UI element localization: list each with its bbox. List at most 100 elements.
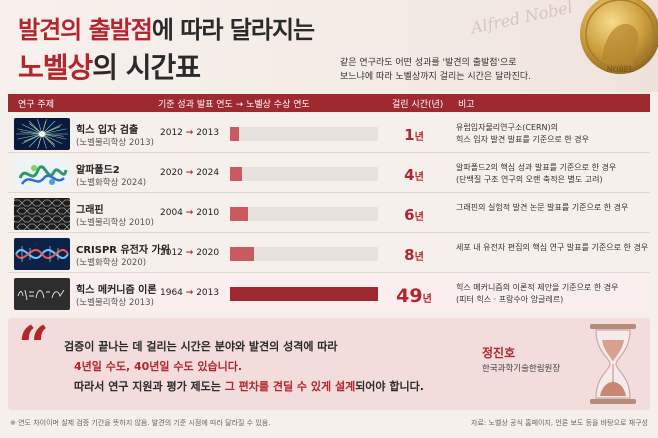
row-note: 세포 내 유전자 편집의 핵심 연구 발표를 기준으로 한 경우 <box>456 242 648 254</box>
arrow-icon: → <box>185 288 194 298</box>
quote-box: “ 검증이 끝나는 데 걸리는 시간은 분야와 발견의 성격에 따라 4년일 수… <box>8 318 650 410</box>
duration-value: 6년 <box>386 205 442 224</box>
topic-name: 힉스 메커니즘 이론 <box>76 285 157 296</box>
topic-prize: (노벨물리학상 2013) <box>76 138 154 148</box>
protein-structure-thumbnail-icon <box>14 158 70 190</box>
title-highlight-2: 노벨상 <box>18 51 93 84</box>
duration-bar <box>230 287 378 301</box>
arrow-icon: → <box>185 128 194 138</box>
quote-highlight-2: 그 편차를 견딜 수 있게 설계 <box>224 380 356 393</box>
topic-prize: (노벨물리학상 2013) <box>76 298 154 308</box>
row-note: 알파폴드2의 핵심 성과 발표를 기준으로 한 경우 (단백질 구조 연구의 오랜… <box>456 162 616 186</box>
table-header: 연구 주제 기준 성과 발표 연도 → 노벨상 수상 연도 걸린 시간(년) 비… <box>8 94 650 112</box>
duration-number: 1 <box>404 126 415 144</box>
end-year: 2024 <box>196 168 220 178</box>
topic-name: CRISPR 유전자 가위 <box>76 245 170 256</box>
particle-collision-thumbnail-icon <box>14 118 70 150</box>
quote-line-2: 4년일 수도, 40년일 수도 있습니다. <box>74 358 242 374</box>
duration-unit: 년 <box>414 172 424 183</box>
title-highlight: 발견의 출발점 <box>18 16 153 44</box>
intro-line-2: 보느냐에 따라 노벨상까지 걸리는 시간은 달라진다. <box>340 72 532 82</box>
end-year: 2010 <box>196 208 220 218</box>
quote-line-3: 따라서 연구 지원과 평가 제도는 그 편차를 견딜 수 있게 설계되어야 합니… <box>74 378 424 394</box>
duration-unit: 년 <box>414 252 424 263</box>
topic-prize: (노벨화학상 2020) <box>76 258 147 268</box>
graphene-lattice-thumbnail-icon <box>14 198 70 230</box>
quote-text-a: 따라서 연구 지원과 평가 제도는 <box>74 380 225 393</box>
end-year: 2013 <box>196 288 220 298</box>
row-note: 그래핀의 실험적 발견 논문 발표를 기준으로 한 경우 <box>456 202 628 214</box>
title-line-2: 노벨상의 시간표 <box>18 46 201 86</box>
svg-text:NOBEL: NOBEL <box>607 66 634 74</box>
note-line-2: (피터 힉스 · 프랑수아 앙글레르) <box>456 295 564 304</box>
duration-bar-track <box>230 207 378 221</box>
start-year: 2012 <box>160 248 183 258</box>
intro-text: 같은 연구라도 어떤 성과를 '발견의 출발점'으로 보느냐에 따라 노벨상까지… <box>340 56 580 84</box>
quote-speaker: 정진호 <box>482 346 516 360</box>
duration-bar-track <box>230 127 378 141</box>
topic-name: 힉스 입자 검출 <box>76 125 139 136</box>
header-years: 기준 성과 발표 연도 → 노벨상 수상 연도 <box>158 100 310 110</box>
topic-name: 그래핀 <box>76 205 104 216</box>
nobel-signature: Alfred Nobel <box>469 0 575 38</box>
end-year: 2020 <box>196 248 220 258</box>
duration-unit: 년 <box>414 212 424 223</box>
intro-line-1: 같은 연구라도 어떤 성과를 '발견의 출발점'으로 <box>340 58 517 68</box>
title-rest: 에 따라 달라지는 <box>151 16 315 44</box>
duration-value: 1년 <box>386 125 442 144</box>
duration-bar-track <box>230 287 378 301</box>
year-range: 2012 → 2020 <box>160 248 219 258</box>
duration-value: 4년 <box>386 165 442 184</box>
duration-value: 49년 <box>386 285 442 307</box>
arrow-icon: → <box>185 248 194 258</box>
duration-value: 8년 <box>386 245 442 264</box>
year-range: 1964 → 2013 <box>160 288 219 298</box>
quote-text-b: 되어야 합니다. <box>355 380 424 393</box>
quote-line-1: 검증이 끝나는 데 걸리는 시간은 분야와 발견의 성격에 따라 <box>64 340 338 353</box>
footer-note: ※ 연도 차이이며 실제 검증 기간을 뜻하지 않음. 발견의 기준 시점에 따… <box>10 419 271 427</box>
quote-highlight-1: 4년일 수도, 40년일 수도 있습니다. <box>74 360 243 373</box>
topic-prize: (노벨화학상 2024) <box>76 178 147 188</box>
duration-bar-track <box>230 167 378 181</box>
duration-number: 4 <box>404 166 415 184</box>
note-line-1: 힉스 메커니즘의 이론적 제안을 기준으로 한 경우 <box>456 283 619 292</box>
duration-bar <box>230 207 249 221</box>
duration-bar <box>230 247 255 261</box>
header-topic: 연구 주제 <box>18 100 54 110</box>
quote-speaker-role: 한국과학기술한림원장 <box>482 364 561 374</box>
topic-name: 알파폴드2 <box>76 165 120 176</box>
arrow-icon: → <box>185 208 194 218</box>
title-rest-2: 의 시간표 <box>92 51 201 84</box>
year-range: 2020 → 2024 <box>160 168 219 178</box>
note-line-1: 그래핀의 실험적 발견 논문 발표를 기준으로 한 경우 <box>456 203 629 212</box>
duration-number: 6 <box>404 206 415 224</box>
duration-unit: 년 <box>422 294 432 305</box>
duration-number: 49 <box>396 285 423 307</box>
quote-mark-icon: “ <box>18 318 50 378</box>
duration-bar <box>230 167 243 181</box>
header-note: 비고 <box>458 100 475 110</box>
start-year: 2004 <box>160 208 183 218</box>
note-line-2: 힉스 입자 발견 발표를 기준으로 한 경우 <box>456 135 590 144</box>
topic-prize: (노벨물리학상 2010) <box>76 218 154 228</box>
table-row: CRISPR 유전자 가위 (노벨화학상 2020) 2012 → 2020 8… <box>8 235 650 273</box>
note-line-1: 세포 내 유전자 편집의 핵심 연구 발표를 기준으로 한 경우 <box>456 243 649 252</box>
year-range: 2012 → 2013 <box>160 128 219 138</box>
year-range: 2004 → 2010 <box>160 208 219 218</box>
note-line-2: (단백질 구조 연구의 오랜 축적은 별도 고려) <box>456 175 603 184</box>
nobel-medal-icon: NOBEL <box>580 0 658 74</box>
header-duration: 걸린 시간(년) <box>392 100 444 110</box>
note-line-1: 유럽입자물리연구소(CERN)의 <box>456 123 559 132</box>
start-year: 2012 <box>160 128 183 138</box>
table-row: 힉스 메커니즘 이론 (노벨물리학상 2013) 1964 → 2013 49년… <box>8 275 650 313</box>
row-note: 힉스 메커니즘의 이론적 제안을 기준으로 한 경우 (피터 힉스 · 프랑수아 … <box>456 282 618 306</box>
start-year: 2020 <box>160 168 183 178</box>
table-row: 그래핀 (노벨물리학상 2010) 2004 → 2010 6년 그래핀의 실험… <box>8 195 650 233</box>
arrow-icon: → <box>185 168 194 178</box>
footer-source: 자료: 노벨상 공식 홈페이지, 언론 보도 등을 바탕으로 재구성 <box>471 419 648 427</box>
duration-number: 8 <box>404 246 415 264</box>
equation-chalkboard-thumbnail-icon <box>14 278 70 310</box>
duration-bar-track <box>230 247 378 261</box>
title-line-1: 발견의 출발점에 따라 달라지는 <box>18 10 315 45</box>
